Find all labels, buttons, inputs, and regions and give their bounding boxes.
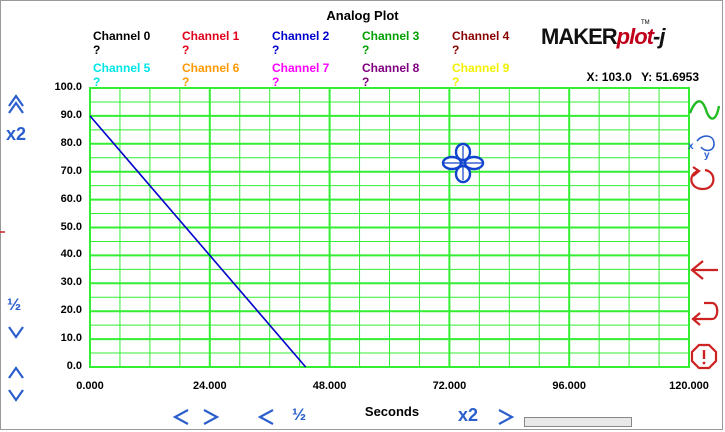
legend-channel-name: Channel 5 [93, 61, 151, 75]
y-tick-label: 100.0 [54, 81, 82, 93]
x-tick-label: 48.000 [312, 380, 347, 392]
legend-channel-value: ? [272, 75, 280, 89]
legend-channel-name: Channel 1 [182, 29, 240, 43]
y-tick-label: 80.0 [60, 136, 82, 149]
legend-channel-name: Channel 0 [93, 29, 151, 43]
y-tick-label: 50.0 [60, 220, 82, 233]
cursor-coordinates: X: 103.0 Y: 51.6953 [580, 70, 699, 84]
legend-channel-name: Channel 6 [182, 61, 240, 75]
y-tick-label: 90.0 [60, 108, 82, 121]
legend-channel-name: Channel 2 [272, 29, 330, 43]
y-tick-label: 40.0 [60, 248, 82, 261]
legend-channel-name: Channel 3 [362, 29, 420, 43]
legend-channel-value: ? [182, 43, 190, 57]
legend-channel-value: ? [93, 75, 101, 89]
legend-channel-value: ? [93, 43, 101, 57]
legend-channel-1: Channel 1? [182, 29, 239, 57]
y-zoom-out-button[interactable]: ½ [7, 295, 22, 314]
x-tick-label: 96.000 [552, 380, 587, 392]
cursor-x-readout: X: 103.0 [586, 70, 632, 84]
y-tick-label: 0.0 [66, 360, 82, 372]
legend-channel-value: ? [182, 75, 190, 89]
y-zoom-in-button[interactable]: x2 [6, 124, 27, 144]
legend-channel-8: Channel 8? [362, 61, 419, 89]
y-tick-label: 30.0 [60, 276, 82, 289]
legend-channel-name: Channel 8 [362, 61, 420, 75]
legend-channel-7: Channel 7? [272, 61, 329, 89]
trademark-mark: TM [641, 20, 650, 26]
legend-channel-3: Channel 3? [362, 29, 419, 57]
y-tick-label: 70.0 [60, 164, 82, 177]
x-axis-label: Seconds [364, 404, 420, 419]
legend-channel-value: ? [362, 75, 370, 89]
legend-channel-value: ? [452, 43, 460, 57]
y-tick-label: 60.0 [60, 192, 82, 205]
x-tick-label: 72.000 [432, 380, 467, 392]
series-line-0 [89, 115, 307, 368]
y-tick-label: 20.0 [60, 304, 82, 317]
makerplot-logo: MAKERplot-j [541, 24, 665, 49]
legend-channel-name: Channel 4 [452, 29, 510, 43]
x-tick-label: 120.000 [669, 380, 709, 392]
x-tick-label: 0.000 [76, 380, 104, 392]
legend-channel-4: Channel 4? [452, 29, 509, 57]
legend-channel-name: Channel 7 [272, 61, 330, 75]
plot-title: Analog Plot [326, 8, 399, 23]
legend-channel-9: Channel 9? [452, 61, 509, 89]
legend-channel-value: ? [272, 43, 280, 57]
legend-channel-2: Channel 2? [272, 29, 329, 57]
horizontal-scrollbar[interactable] [524, 417, 632, 427]
legend-channel-value: ? [452, 75, 460, 89]
y-tick-label: 10.0 [60, 332, 82, 345]
x-tick-label: 24.000 [192, 380, 227, 392]
legend-channel-6: Channel 6? [182, 61, 239, 89]
x-zoom-out-button[interactable]: ½ [292, 405, 307, 424]
legend-channel-name: Channel 9 [452, 61, 510, 75]
legend-channel-value: ? [362, 43, 370, 57]
legend-channel-5: Channel 5? [93, 61, 150, 89]
x-zoom-in-button[interactable]: x2 [458, 405, 479, 425]
legend-channel-0: Channel 0? [93, 29, 150, 57]
cursor-y-readout: Y: 51.6953 [641, 70, 699, 84]
